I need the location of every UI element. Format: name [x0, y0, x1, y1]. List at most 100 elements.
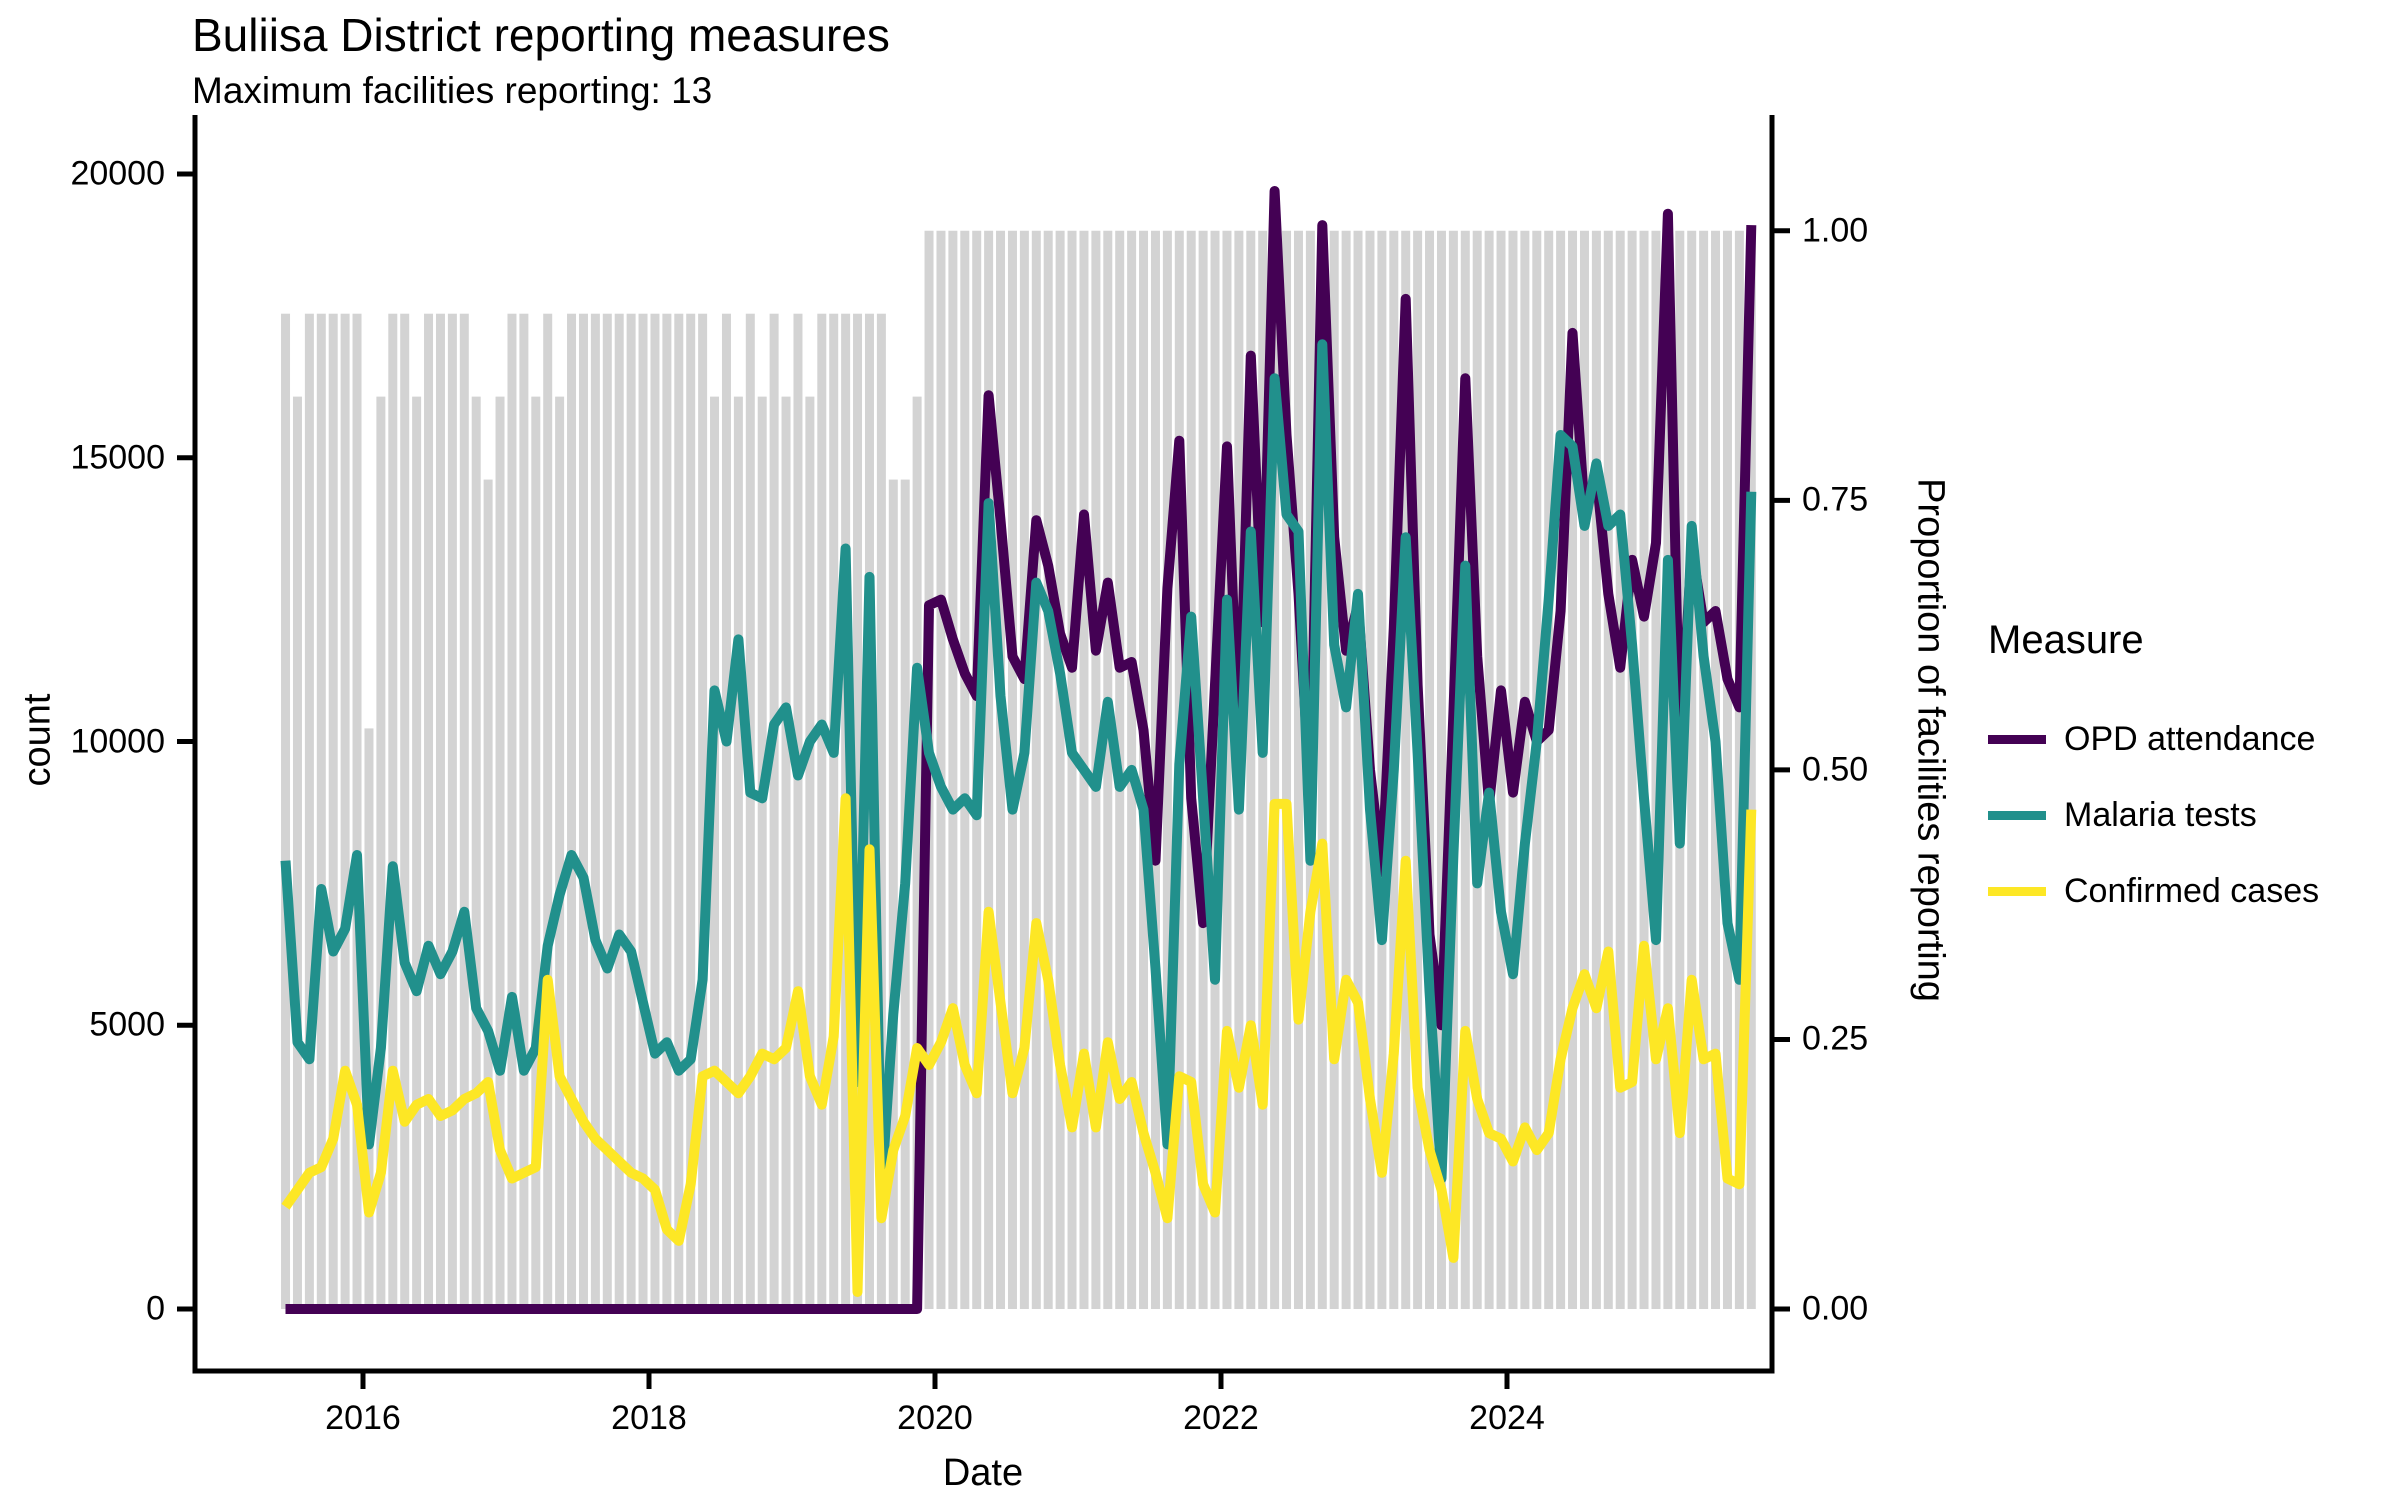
facility-reporting-bar [1663, 230, 1673, 1309]
legend-title: Measure [1988, 618, 2144, 662]
left-axis-tick-label: 15000 [70, 438, 165, 477]
facility-reporting-bar [483, 479, 493, 1310]
facility-reporting-bar [1043, 230, 1053, 1309]
facility-reporting-bar [412, 396, 422, 1309]
facility-reporting-bar [984, 230, 994, 1309]
facility-reporting-bar [1544, 230, 1554, 1309]
facility-reporting-bar [912, 396, 922, 1309]
facility-reporting-bar [614, 313, 624, 1309]
chart-subtitle: Maximum facilities reporting: 13 [192, 70, 713, 111]
facility-reporting-bar [1460, 230, 1470, 1309]
facility-reporting-bar [352, 313, 362, 1309]
facility-reporting-bar [471, 396, 481, 1309]
facility-reporting-bar [1329, 230, 1339, 1309]
facility-reporting-bar [745, 313, 755, 1309]
legend-item-label: OPD attendance [2064, 719, 2316, 758]
legend-item-confirmed-cases: Confirmed cases [1988, 853, 2319, 929]
facility-reporting-bar [376, 396, 386, 1309]
facility-reporting-bar [698, 313, 708, 1309]
facility-reporting-bar [400, 313, 410, 1309]
legend-item-opd-attendance: OPD attendance [1988, 701, 2319, 777]
left-axis-tick-label: 20000 [70, 154, 165, 193]
malaria-tests-line-swatch [1988, 810, 2046, 820]
x-axis-tick-label: 2024 [1469, 1399, 1545, 1437]
left-axis-tick-label: 10000 [70, 722, 165, 760]
facility-reporting-bar [567, 313, 577, 1309]
legend-item-label: Malaria tests [2064, 795, 2257, 834]
facility-reporting-bar [769, 313, 779, 1309]
facility-reporting-bar [1282, 230, 1292, 1309]
facility-reporting-bar [1734, 230, 1744, 1309]
facility-reporting-bar [1687, 230, 1697, 1309]
facility-reporting-bar [817, 313, 827, 1309]
facility-reporting-bar [578, 313, 588, 1309]
facility-reporting-bar [650, 313, 660, 1309]
facility-reporting-bar [364, 728, 374, 1309]
facility-reporting-bar [388, 313, 398, 1309]
facility-reporting-bar [292, 396, 302, 1309]
facility-reporting-bar [638, 313, 648, 1309]
facility-reporting-bar [1568, 230, 1578, 1309]
facility-reporting-bar [793, 313, 803, 1309]
x-axis-tick-label: 2020 [897, 1399, 973, 1437]
facility-reporting-bar [519, 313, 529, 1309]
facility-reporting-bar [447, 313, 457, 1309]
facility-reporting-bar [757, 396, 767, 1309]
facility-reporting-bar [960, 230, 970, 1309]
right-axis-tick-label: 1.00 [1802, 211, 1869, 250]
facility-reporting-bar [662, 313, 672, 1309]
left-axis-tick-label: 0 [146, 1289, 165, 1328]
facility-reporting-bar [1722, 230, 1732, 1309]
facility-reporting-bar [1556, 230, 1566, 1309]
facility-reporting-bar [1055, 230, 1065, 1309]
facility-reporting-bar [1222, 230, 1232, 1309]
facility-reporting-bar [316, 313, 326, 1309]
facility-reporting-bar [340, 313, 350, 1309]
facility-reporting-bar [1270, 230, 1280, 1309]
line-confirmed-cases [281, 793, 1757, 1297]
facility-reporting-bar [590, 313, 600, 1309]
chart-title: Buliisa District reporting measures [192, 9, 890, 61]
facility-reporting-bar [424, 313, 434, 1309]
facility-reporting-bar [1651, 230, 1661, 1309]
facility-reporting-bar [328, 313, 338, 1309]
facility-reporting-bar [543, 313, 553, 1309]
facility-reporting-bar [555, 396, 565, 1309]
facility-reporting-bar [1246, 230, 1256, 1309]
facility-reporting-bar [710, 396, 720, 1309]
right-axis-tick-label: 0.75 [1802, 480, 1869, 519]
facility-reporting-bar [1615, 230, 1625, 1309]
facility-reporting-bar [1401, 230, 1411, 1309]
legend-item-label: Confirmed cases [2064, 871, 2320, 910]
facility-reporting-bar [1425, 230, 1435, 1309]
facility-reporting-bar [1436, 230, 1446, 1309]
facility-reporting-bar [1579, 230, 1589, 1309]
facility-reporting-bar [1603, 230, 1613, 1309]
facility-reporting-bar [781, 396, 791, 1309]
facility-reporting-bar [459, 313, 469, 1309]
facility-reporting-bar [674, 313, 684, 1309]
facility-reporting-bar [948, 230, 958, 1309]
facility-reporting-bar [1162, 230, 1172, 1309]
facility-reporting-bar [531, 396, 541, 1309]
facility-reporting-bar [853, 313, 863, 1309]
facility-reporting-bar [1067, 230, 1077, 1309]
facility-reporting-bar [1293, 230, 1303, 1309]
facility-reporting-bar [733, 396, 743, 1309]
facility-reporting-bar [1317, 230, 1327, 1309]
facility-reporting-bar [1031, 230, 1041, 1309]
x-axis-tick-label: 2022 [1183, 1399, 1259, 1437]
confirmed-cases-line-swatch [1988, 886, 2046, 896]
facility-reporting-bar [626, 313, 636, 1309]
legend: Measure OPD attendance Malaria tests Con… [1988, 618, 2319, 929]
facility-reporting-bar [507, 313, 517, 1309]
legend-item-malaria-tests: Malaria tests [1988, 777, 2319, 853]
facility-reporting-bar [602, 313, 612, 1309]
facility-reporting-bar [1258, 230, 1268, 1309]
secondary-y-axis-title: Proportion of facilities reporting [1909, 478, 1952, 1002]
facility-reporting-bar [721, 313, 731, 1309]
facility-reporting-bar [936, 230, 946, 1309]
facility-reporting-bar [805, 396, 815, 1309]
y-axis-title: count [16, 693, 59, 787]
